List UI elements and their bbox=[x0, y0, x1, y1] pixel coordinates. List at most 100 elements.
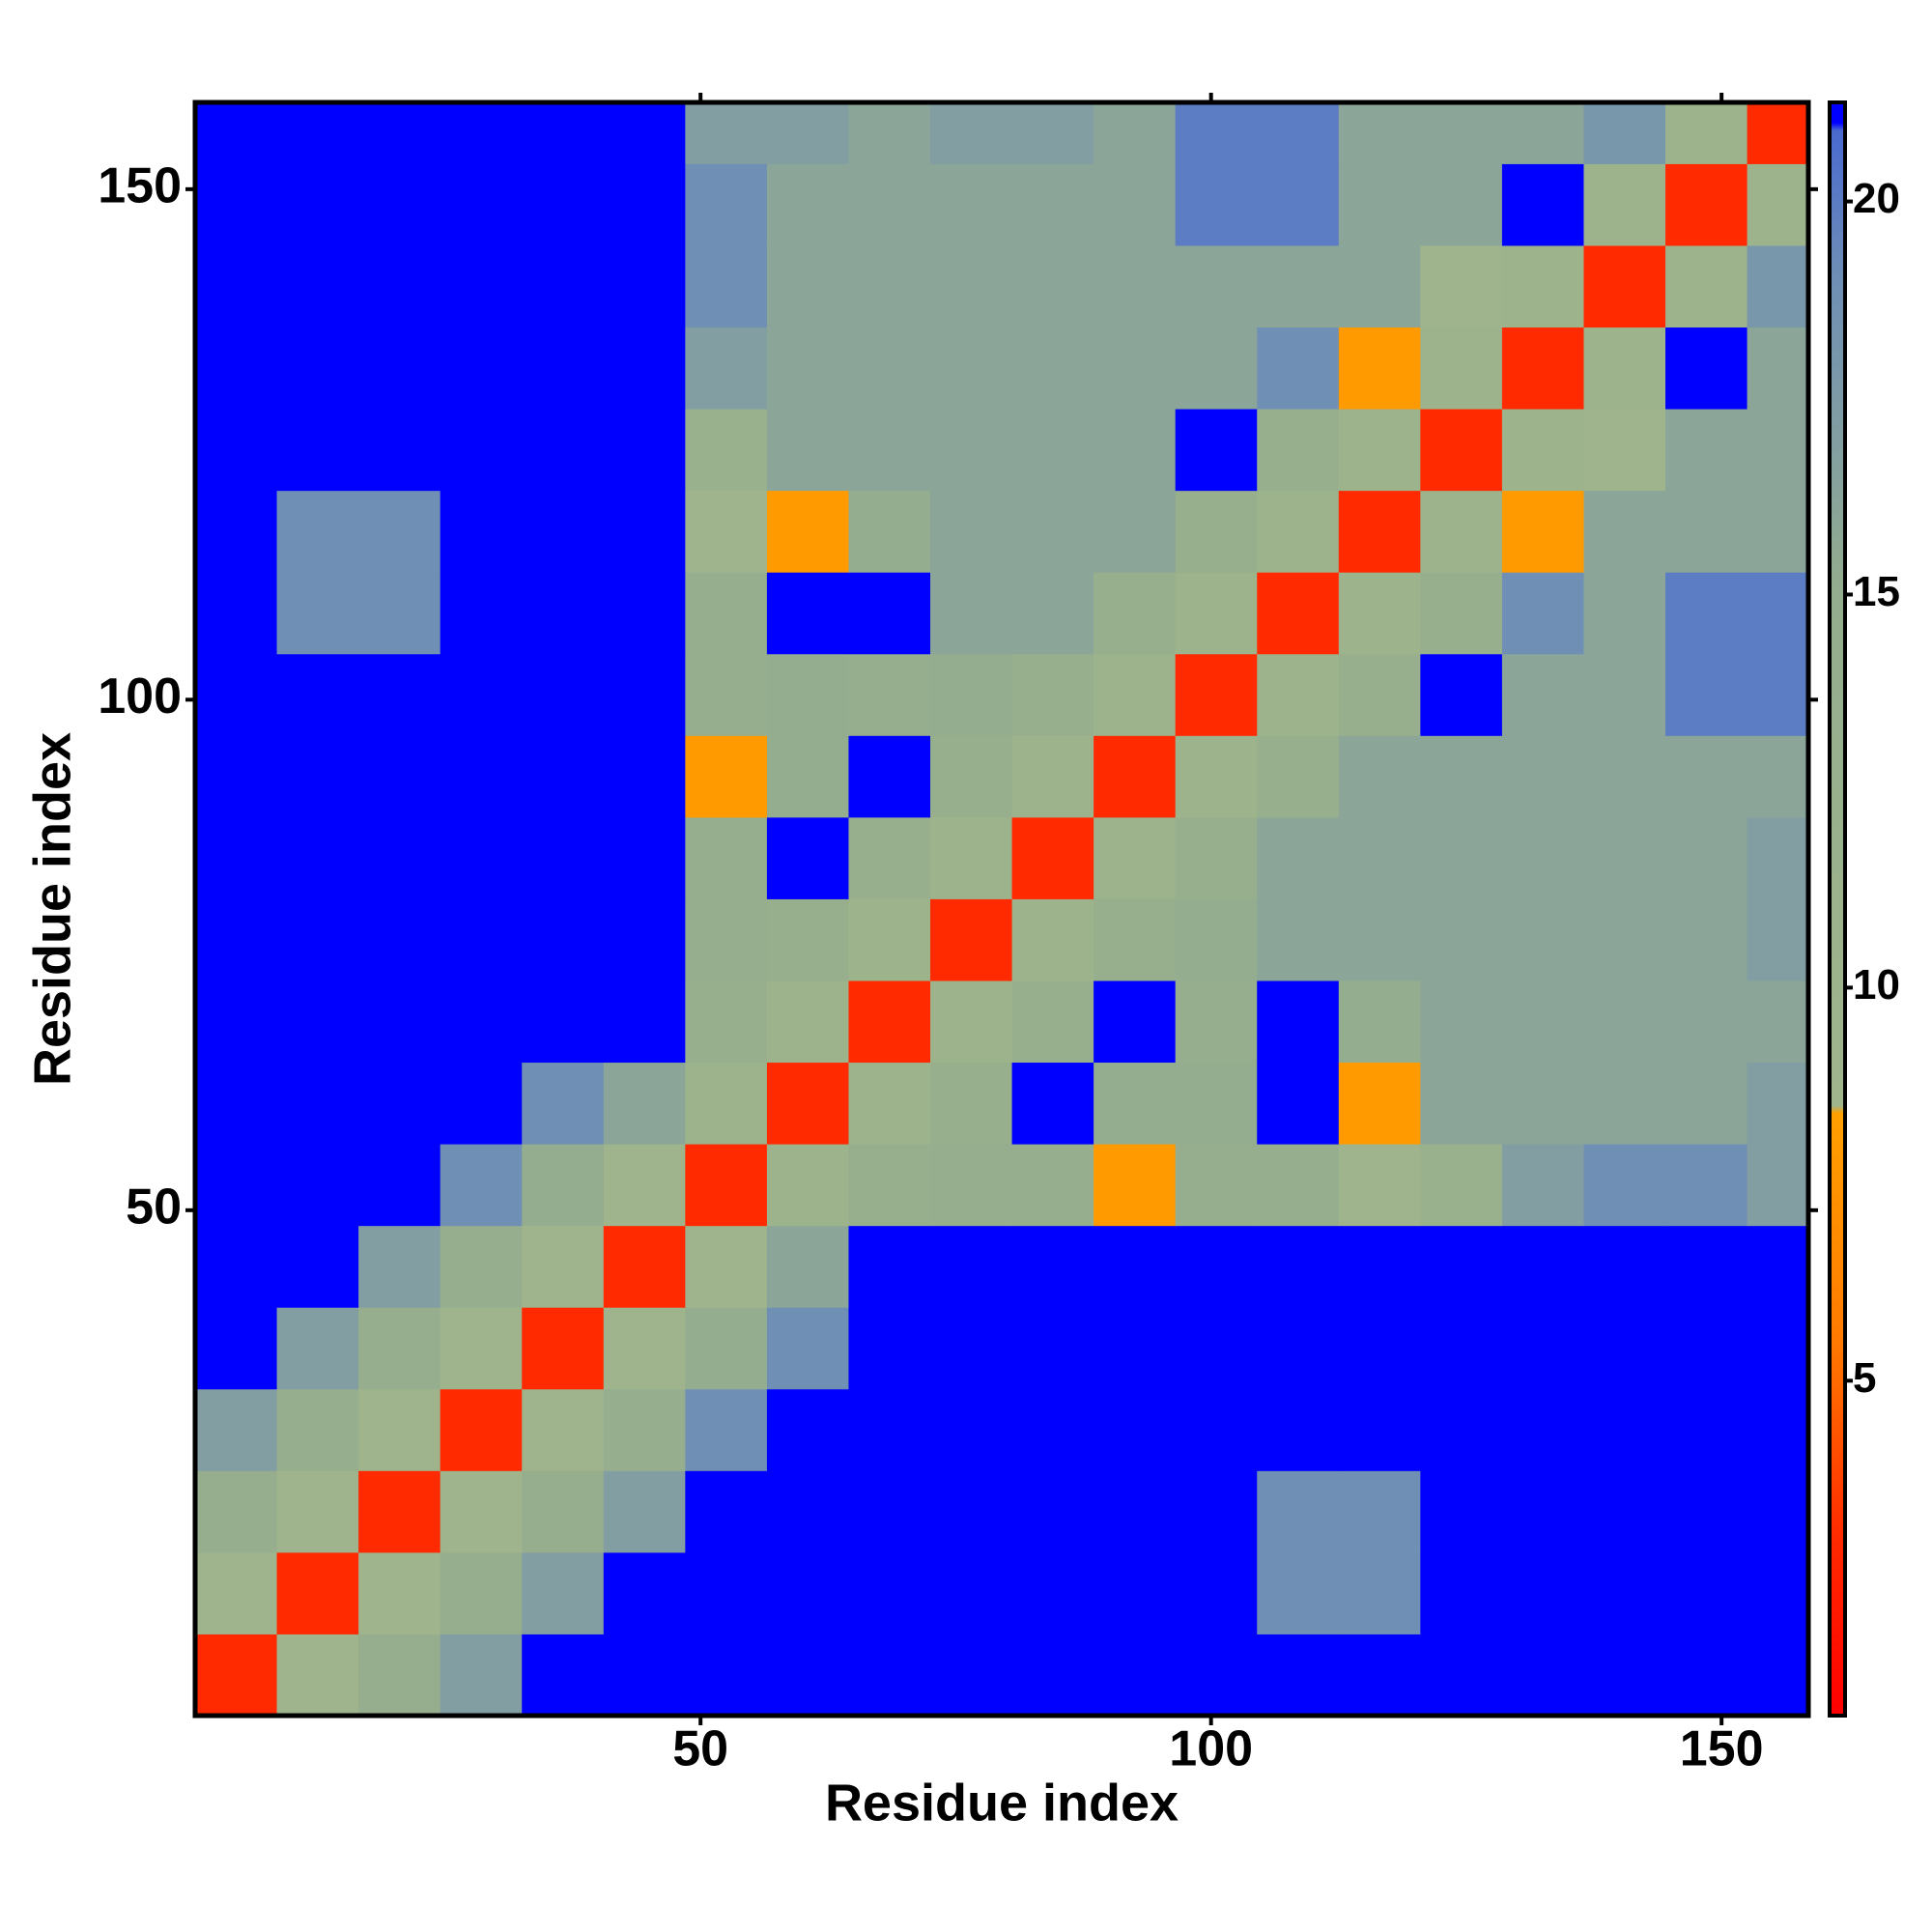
heatmap-cell bbox=[1175, 490, 1258, 573]
heatmap-cell bbox=[1094, 980, 1177, 1064]
heatmap-cell bbox=[358, 327, 441, 410]
heatmap-cell bbox=[1257, 1225, 1340, 1308]
heatmap-cell bbox=[1338, 1307, 1421, 1390]
heatmap-cell bbox=[440, 409, 523, 492]
heatmap-cell bbox=[1420, 1307, 1503, 1390]
heatmap-cell bbox=[1338, 1144, 1421, 1227]
heatmap-cell bbox=[195, 653, 278, 736]
heatmap-cell bbox=[848, 1470, 931, 1553]
colorbar-tick-label: 5 bbox=[1853, 1354, 1876, 1402]
heatmap-cell bbox=[1420, 1062, 1503, 1145]
heatmap-cell bbox=[195, 572, 278, 655]
heatmap-cell bbox=[603, 1551, 686, 1634]
heatmap-cell bbox=[195, 163, 278, 246]
colorbar-tick-label: 20 bbox=[1853, 175, 1900, 222]
heatmap-cell bbox=[1094, 1470, 1177, 1553]
heatmap-cell bbox=[930, 1307, 1013, 1390]
heatmap-cell bbox=[1583, 1144, 1666, 1227]
heatmap-cell bbox=[1747, 1225, 1809, 1308]
heatmap-cell bbox=[1747, 1144, 1809, 1227]
heatmap-cell bbox=[848, 980, 931, 1064]
heatmap-cell bbox=[440, 735, 523, 818]
heatmap-cell bbox=[848, 816, 931, 899]
heatmap-cell bbox=[848, 102, 931, 164]
heatmap-cell bbox=[1175, 1634, 1258, 1717]
heatmap-cell bbox=[522, 490, 605, 573]
heatmap-cell bbox=[1011, 163, 1094, 246]
heatmap-cell bbox=[603, 327, 686, 410]
heatmap-cell bbox=[195, 1388, 278, 1471]
heatmap-cell bbox=[1011, 102, 1094, 164]
heatmap-cell bbox=[603, 1470, 686, 1553]
heatmap-cell bbox=[440, 102, 523, 164]
heatmap-cell bbox=[1583, 1388, 1666, 1471]
heatmap-cell bbox=[1094, 409, 1177, 492]
heatmap-cell bbox=[195, 1551, 278, 1634]
heatmap-cell bbox=[1175, 1307, 1258, 1390]
heatmap-cell bbox=[1665, 980, 1748, 1064]
heatmap-cell bbox=[440, 572, 523, 655]
heatmap-cell bbox=[848, 1307, 931, 1390]
heatmap-cell bbox=[276, 1551, 359, 1634]
heatmap-cell bbox=[358, 409, 441, 492]
heatmap-cell bbox=[603, 572, 686, 655]
heatmap-cell bbox=[1583, 735, 1666, 818]
heatmap-cell bbox=[1338, 163, 1421, 246]
heatmap-cell bbox=[1747, 409, 1809, 492]
heatmap-cell bbox=[848, 1062, 931, 1145]
heatmap-cell bbox=[522, 1144, 605, 1227]
heatmap-cell bbox=[1257, 980, 1340, 1064]
heatmap-cell bbox=[1420, 816, 1503, 899]
heatmap-cell bbox=[522, 102, 605, 164]
heatmap-cell bbox=[603, 1634, 686, 1717]
heatmap-cell bbox=[1011, 1388, 1094, 1471]
heatmap-cell bbox=[1175, 163, 1258, 246]
heatmap-cell bbox=[603, 735, 686, 818]
heatmap-cell bbox=[1094, 653, 1177, 736]
heatmap-cell bbox=[603, 409, 686, 492]
heatmap-cell bbox=[1665, 163, 1748, 246]
heatmap-cell bbox=[276, 653, 359, 736]
heatmap-cell bbox=[195, 1470, 278, 1553]
heatmap-cell bbox=[1175, 572, 1258, 655]
heatmap-cell bbox=[1501, 327, 1584, 410]
heatmap-cell bbox=[685, 163, 768, 246]
heatmap-cell bbox=[766, 1062, 849, 1145]
heatmap-cell bbox=[522, 816, 605, 899]
heatmap-cell bbox=[1665, 102, 1748, 164]
heatmap-cell bbox=[276, 327, 359, 410]
heatmap-cell bbox=[1011, 244, 1094, 328]
heatmap-cell bbox=[685, 898, 768, 981]
heatmap-cell bbox=[1011, 898, 1094, 981]
heatmap-cell bbox=[276, 1634, 359, 1717]
heatmap-cell bbox=[358, 1062, 441, 1145]
heatmap-cell bbox=[848, 1144, 931, 1227]
heatmap-cell bbox=[848, 163, 931, 246]
heatmap-cell bbox=[276, 816, 359, 899]
heatmap-cell bbox=[685, 1388, 768, 1471]
heatmap-cell bbox=[1583, 244, 1666, 328]
heatmap-cell bbox=[1583, 572, 1666, 655]
heatmap-cell bbox=[1175, 1225, 1258, 1308]
heatmap-cell bbox=[930, 1551, 1013, 1634]
heatmap-cell bbox=[358, 898, 441, 981]
heatmap-cell bbox=[766, 244, 849, 328]
heatmap-cell bbox=[930, 1470, 1013, 1553]
x-tick-label: 50 bbox=[672, 1721, 728, 1777]
heatmap-cell bbox=[440, 490, 523, 573]
heatmap-cell bbox=[685, 816, 768, 899]
heatmap-cell bbox=[1094, 102, 1177, 164]
heatmap-cell bbox=[766, 1551, 849, 1634]
heatmap-cell bbox=[1011, 572, 1094, 655]
heatmap-cell bbox=[1583, 1307, 1666, 1390]
heatmap-cell bbox=[1011, 1225, 1094, 1308]
heatmap-cell bbox=[1338, 572, 1421, 655]
heatmap-cell bbox=[1420, 1388, 1503, 1471]
heatmap-cell bbox=[1094, 735, 1177, 818]
heatmap-cell bbox=[1011, 980, 1094, 1064]
heatmap-cell bbox=[930, 980, 1013, 1064]
heatmap-cell bbox=[1338, 1388, 1421, 1471]
heatmap-cell bbox=[1011, 409, 1094, 492]
heatmap-cell bbox=[1257, 490, 1340, 573]
heatmap-cell bbox=[1011, 653, 1094, 736]
